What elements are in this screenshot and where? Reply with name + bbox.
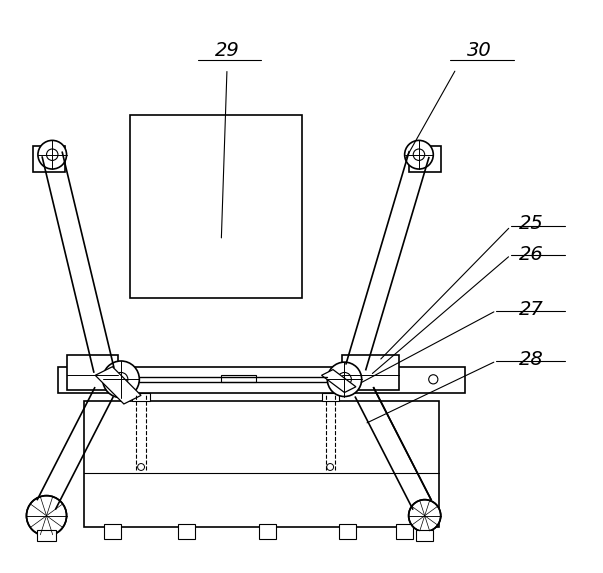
- Bar: [416, 530, 434, 541]
- Text: 26: 26: [519, 245, 544, 265]
- Circle shape: [103, 361, 139, 398]
- Text: 25: 25: [519, 214, 544, 233]
- Text: 28: 28: [519, 350, 544, 369]
- Bar: [259, 524, 276, 539]
- Bar: [66, 355, 118, 390]
- Bar: [104, 524, 121, 539]
- Polygon shape: [95, 367, 141, 404]
- Text: 30: 30: [467, 41, 491, 60]
- Bar: [133, 393, 150, 401]
- Polygon shape: [321, 370, 356, 393]
- Bar: [37, 530, 56, 541]
- Bar: [342, 355, 399, 390]
- Bar: [178, 524, 195, 539]
- Text: 29: 29: [215, 41, 239, 60]
- Bar: [321, 393, 339, 401]
- Circle shape: [327, 362, 362, 397]
- Circle shape: [38, 140, 66, 169]
- Bar: [396, 524, 413, 539]
- Bar: [84, 401, 439, 527]
- Bar: [33, 146, 65, 172]
- Bar: [58, 367, 465, 393]
- Bar: [339, 524, 356, 539]
- Text: 27: 27: [519, 300, 544, 319]
- Bar: [221, 375, 256, 382]
- Circle shape: [27, 496, 66, 536]
- Bar: [130, 115, 302, 298]
- Bar: [409, 146, 441, 172]
- Circle shape: [409, 500, 441, 532]
- Circle shape: [405, 140, 434, 169]
